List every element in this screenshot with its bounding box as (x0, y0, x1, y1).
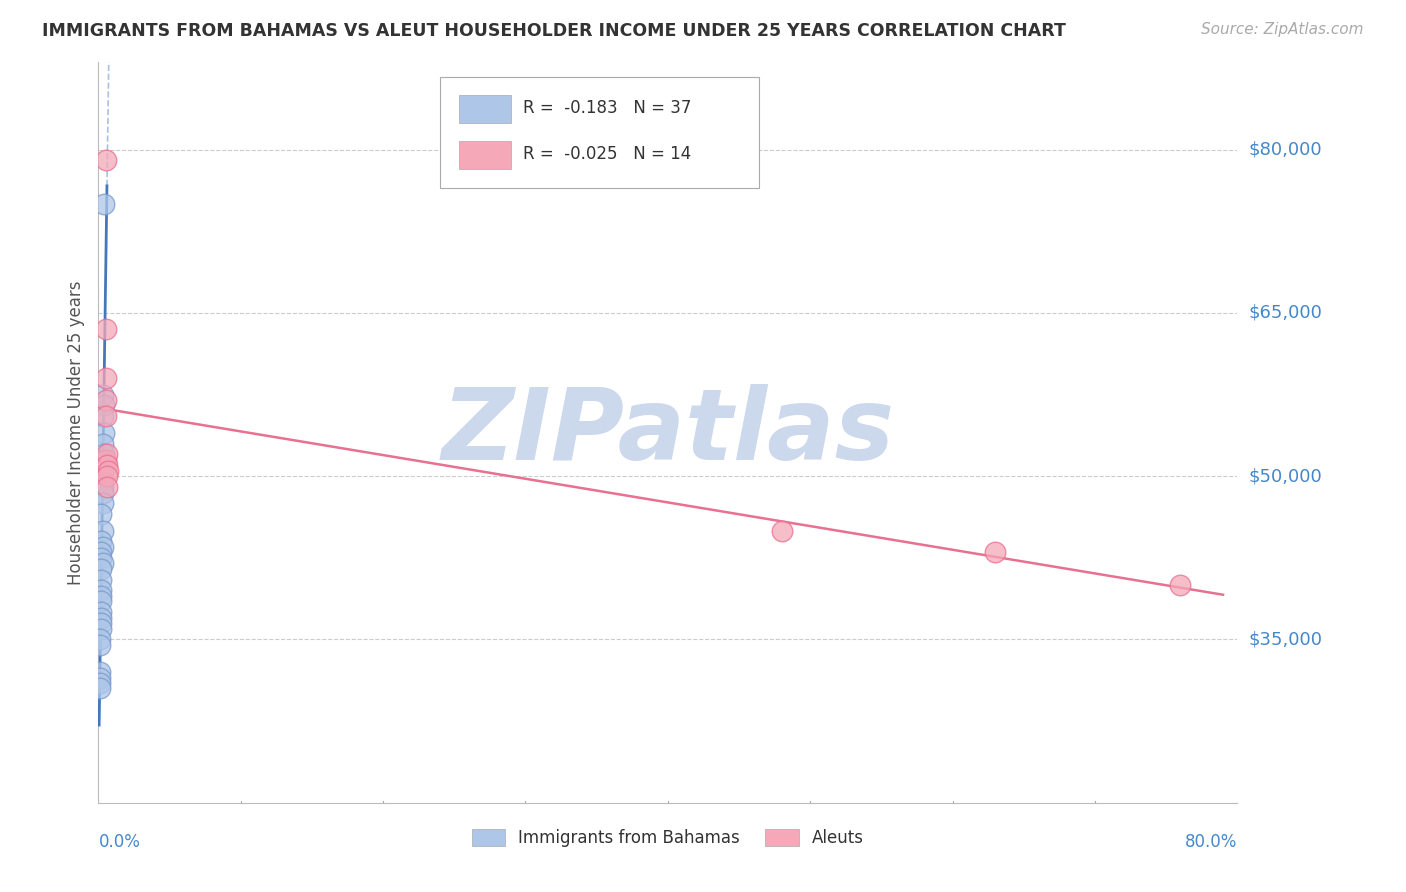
Point (91, 556, 114, 570)
Point (1170, 578, 1192, 592)
Point (97, 464, 120, 478)
Point (91, 453, 114, 467)
Point (91, 458, 114, 473)
Point (89, 681, 111, 696)
Point (93, 425, 115, 440)
Bar (460, 95, 510, 123)
Point (96, 447, 118, 461)
Point (90, 610, 112, 624)
Point (91, 387, 114, 401)
Text: $35,000: $35,000 (1249, 631, 1323, 648)
Text: IMMIGRANTS FROM BAHAMAS VS ALEUT HOUSEHOLDER INCOME UNDER 25 YEARS CORRELATION C: IMMIGRANTS FROM BAHAMAS VS ALEUT HOUSEHO… (42, 22, 1066, 40)
Point (94, 322, 117, 336)
Text: Source: ZipAtlas.com: Source: ZipAtlas.com (1201, 22, 1364, 37)
Point (89, 632, 111, 647)
Point (96, 458, 118, 473)
Bar (460, 141, 510, 169)
Point (90, 594, 112, 608)
Point (89, 676, 111, 690)
Text: 0.0%: 0.0% (98, 833, 141, 851)
Point (91, 485, 114, 500)
Point (90, 589, 112, 603)
Text: $80,000: $80,000 (1249, 141, 1322, 159)
Y-axis label: Householder Income Under 25 years: Householder Income Under 25 years (66, 280, 84, 585)
Text: R =  -0.025   N = 14: R = -0.025 N = 14 (523, 145, 692, 163)
Point (91, 524, 114, 538)
Point (90, 616, 112, 631)
Point (93, 197, 115, 211)
Text: $65,000: $65,000 (1249, 304, 1322, 322)
Text: R =  -0.183   N = 37: R = -0.183 N = 37 (523, 99, 692, 118)
Point (94, 409, 117, 424)
Point (90, 605, 112, 619)
Point (91, 540, 114, 554)
Point (984, 545, 1007, 559)
Point (90, 550, 112, 565)
Point (91, 475, 114, 489)
Point (91, 409, 114, 424)
Point (96, 480, 118, 494)
Point (94, 371, 117, 385)
Point (94, 453, 117, 467)
Point (89, 638, 111, 652)
Point (90, 573, 112, 587)
Point (770, 524, 793, 538)
Point (94, 153, 117, 168)
Point (90, 583, 112, 598)
Point (91, 469, 114, 483)
Legend: Immigrants from Bahamas, Aleuts: Immigrants from Bahamas, Aleuts (465, 822, 870, 854)
Point (93, 447, 115, 461)
Point (90, 545, 112, 559)
Point (93, 398, 115, 412)
Text: $50,000: $50,000 (1249, 467, 1322, 485)
Point (89, 671, 111, 685)
Point (90, 622, 112, 636)
Point (94, 392, 117, 407)
Point (96, 469, 118, 483)
Text: ZIPatlas: ZIPatlas (441, 384, 894, 481)
Point (91, 480, 114, 494)
Point (90, 534, 112, 549)
Point (90, 562, 112, 576)
Point (91, 464, 114, 478)
FancyBboxPatch shape (440, 78, 759, 188)
Point (89, 665, 111, 680)
Point (91, 496, 114, 510)
Text: 80.0%: 80.0% (1185, 833, 1237, 851)
Point (91, 436, 114, 450)
Point (90, 508, 112, 522)
